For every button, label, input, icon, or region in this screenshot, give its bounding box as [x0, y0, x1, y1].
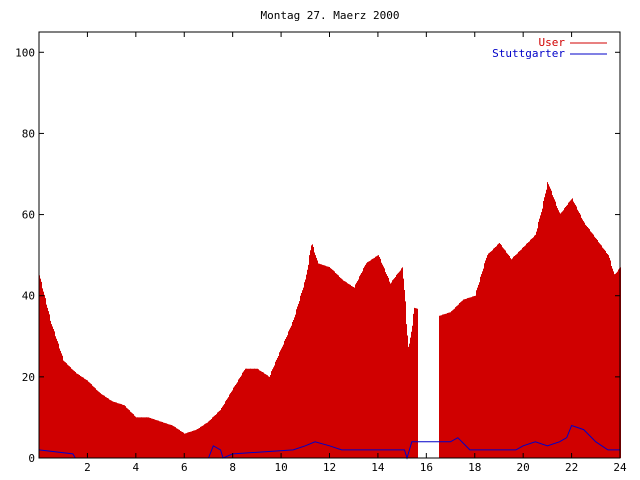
- x-tick-label: 24: [613, 461, 627, 474]
- x-tick-label: 20: [517, 461, 530, 474]
- x-tick-label: 16: [420, 461, 433, 474]
- x-tick-label: 2: [84, 461, 91, 474]
- legend: User Stuttgarter: [492, 36, 607, 60]
- y-tick-label: 40: [22, 290, 35, 303]
- x-tick-label: 6: [181, 461, 188, 474]
- y-tick-label: 0: [28, 452, 35, 465]
- x-tick-label: 18: [468, 461, 481, 474]
- legend-label-user: User: [539, 36, 566, 49]
- x-tick-label: 22: [565, 461, 578, 474]
- x-axis: 2 4 6 8 10 12 14 16 18 20 22 24: [84, 32, 627, 474]
- y-tick-label: 60: [22, 209, 35, 222]
- chart-title: Montag 27. Maerz 2000: [260, 9, 399, 22]
- x-tick-label: 4: [133, 461, 140, 474]
- x-tick-label: 14: [371, 461, 385, 474]
- y-axis: 0 20 40 60 80 100: [15, 46, 620, 465]
- user-bars: [39, 182, 621, 458]
- x-tick-label: 10: [274, 461, 287, 474]
- y-tick-label: 20: [22, 371, 35, 384]
- x-tick-label: 8: [229, 461, 236, 474]
- legend-label-stuttgarter: Stuttgarter: [492, 47, 565, 60]
- y-tick-label: 80: [22, 127, 35, 140]
- x-tick-label: 12: [323, 461, 336, 474]
- y-tick-label: 100: [15, 46, 35, 59]
